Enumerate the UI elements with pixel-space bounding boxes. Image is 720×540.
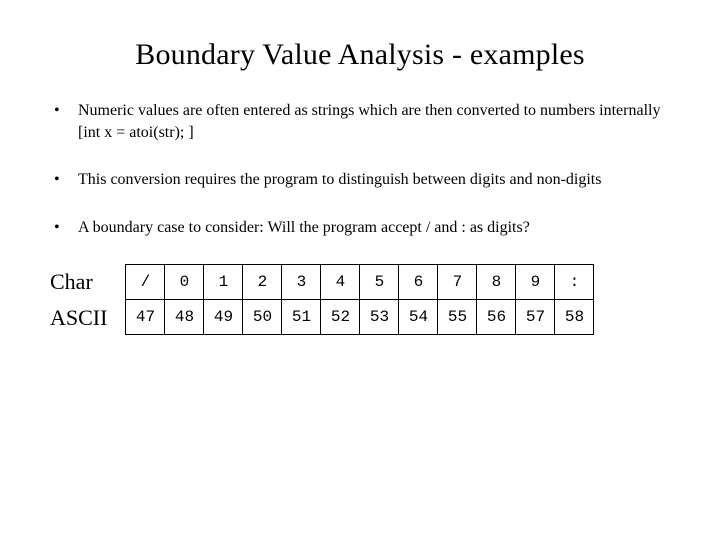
bullet-item: Numeric values are often entered as stri… [50,100,670,143]
table-row: 47 48 49 50 51 52 53 54 55 56 57 58 [126,300,594,335]
char-cell: 5 [360,265,399,300]
ascii-table: / 0 1 2 3 4 5 6 7 8 9 : 47 48 49 50 51 5… [125,264,594,335]
ascii-cell: 47 [126,300,165,335]
char-cell: 1 [204,265,243,300]
ascii-cell: 53 [360,300,399,335]
ascii-cell: 57 [516,300,555,335]
table-row-labels: Char ASCII [50,264,125,335]
char-cell: 4 [321,265,360,300]
bullet-item: A boundary case to consider: Will the pr… [50,217,670,239]
char-cell: 8 [477,265,516,300]
ascii-cell: 52 [321,300,360,335]
char-cell: 0 [165,265,204,300]
ascii-cell: 50 [243,300,282,335]
table-row: / 0 1 2 3 4 5 6 7 8 9 : [126,265,594,300]
bullet-item: This conversion requires the program to … [50,169,670,191]
ascii-cell: 54 [399,300,438,335]
bullet-list: Numeric values are often entered as stri… [50,100,670,238]
row-label-char: Char [50,265,107,299]
ascii-cell: 56 [477,300,516,335]
char-cell: / [126,265,165,300]
char-cell: 3 [282,265,321,300]
char-cell: 7 [438,265,477,300]
ascii-cell: 51 [282,300,321,335]
char-cell: 6 [399,265,438,300]
ascii-cell: 49 [204,300,243,335]
slide-title: Boundary Value Analysis - examples [50,38,670,72]
char-cell: : [555,265,594,300]
char-cell: 2 [243,265,282,300]
ascii-cell: 48 [165,300,204,335]
ascii-table-region: Char ASCII / 0 1 2 3 4 5 6 7 8 9 : 47 48… [50,264,670,335]
ascii-cell: 55 [438,300,477,335]
char-cell: 9 [516,265,555,300]
ascii-cell: 58 [555,300,594,335]
row-label-ascii: ASCII [50,301,107,335]
